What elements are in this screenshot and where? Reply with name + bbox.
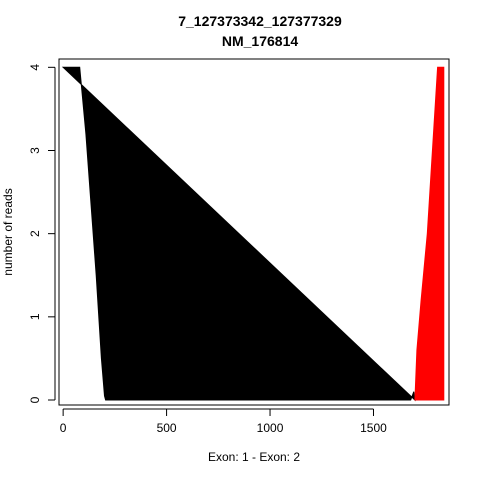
x-tick-label: 0 bbox=[60, 421, 67, 435]
y-tick-label: 4 bbox=[28, 64, 42, 71]
plot-frame bbox=[58, 58, 450, 406]
y-tick-label: 0 bbox=[28, 396, 42, 403]
y-axis-label: number of reads bbox=[1, 188, 15, 275]
y-tick-label: 3 bbox=[28, 147, 42, 154]
x-tick-label: 500 bbox=[157, 421, 177, 435]
x-axis: 0 500 1000 1500 bbox=[60, 408, 387, 435]
series-layer bbox=[61, 66, 445, 402]
y-tick-label: 2 bbox=[28, 230, 42, 237]
chart-subtitle: NM_176814 bbox=[222, 33, 298, 49]
y-axis: 0 1 2 3 4 bbox=[28, 64, 56, 403]
series-area-1 bbox=[61, 66, 416, 402]
series-area-2 bbox=[414, 66, 445, 401]
y-tick-label: 1 bbox=[28, 313, 42, 320]
x-tick-label: 1500 bbox=[360, 421, 387, 435]
x-axis-label: Exon: 1 - Exon: 2 bbox=[208, 450, 300, 464]
chart-title: 7_127373342_127377329 bbox=[178, 13, 342, 29]
x-tick-label: 1000 bbox=[257, 421, 284, 435]
